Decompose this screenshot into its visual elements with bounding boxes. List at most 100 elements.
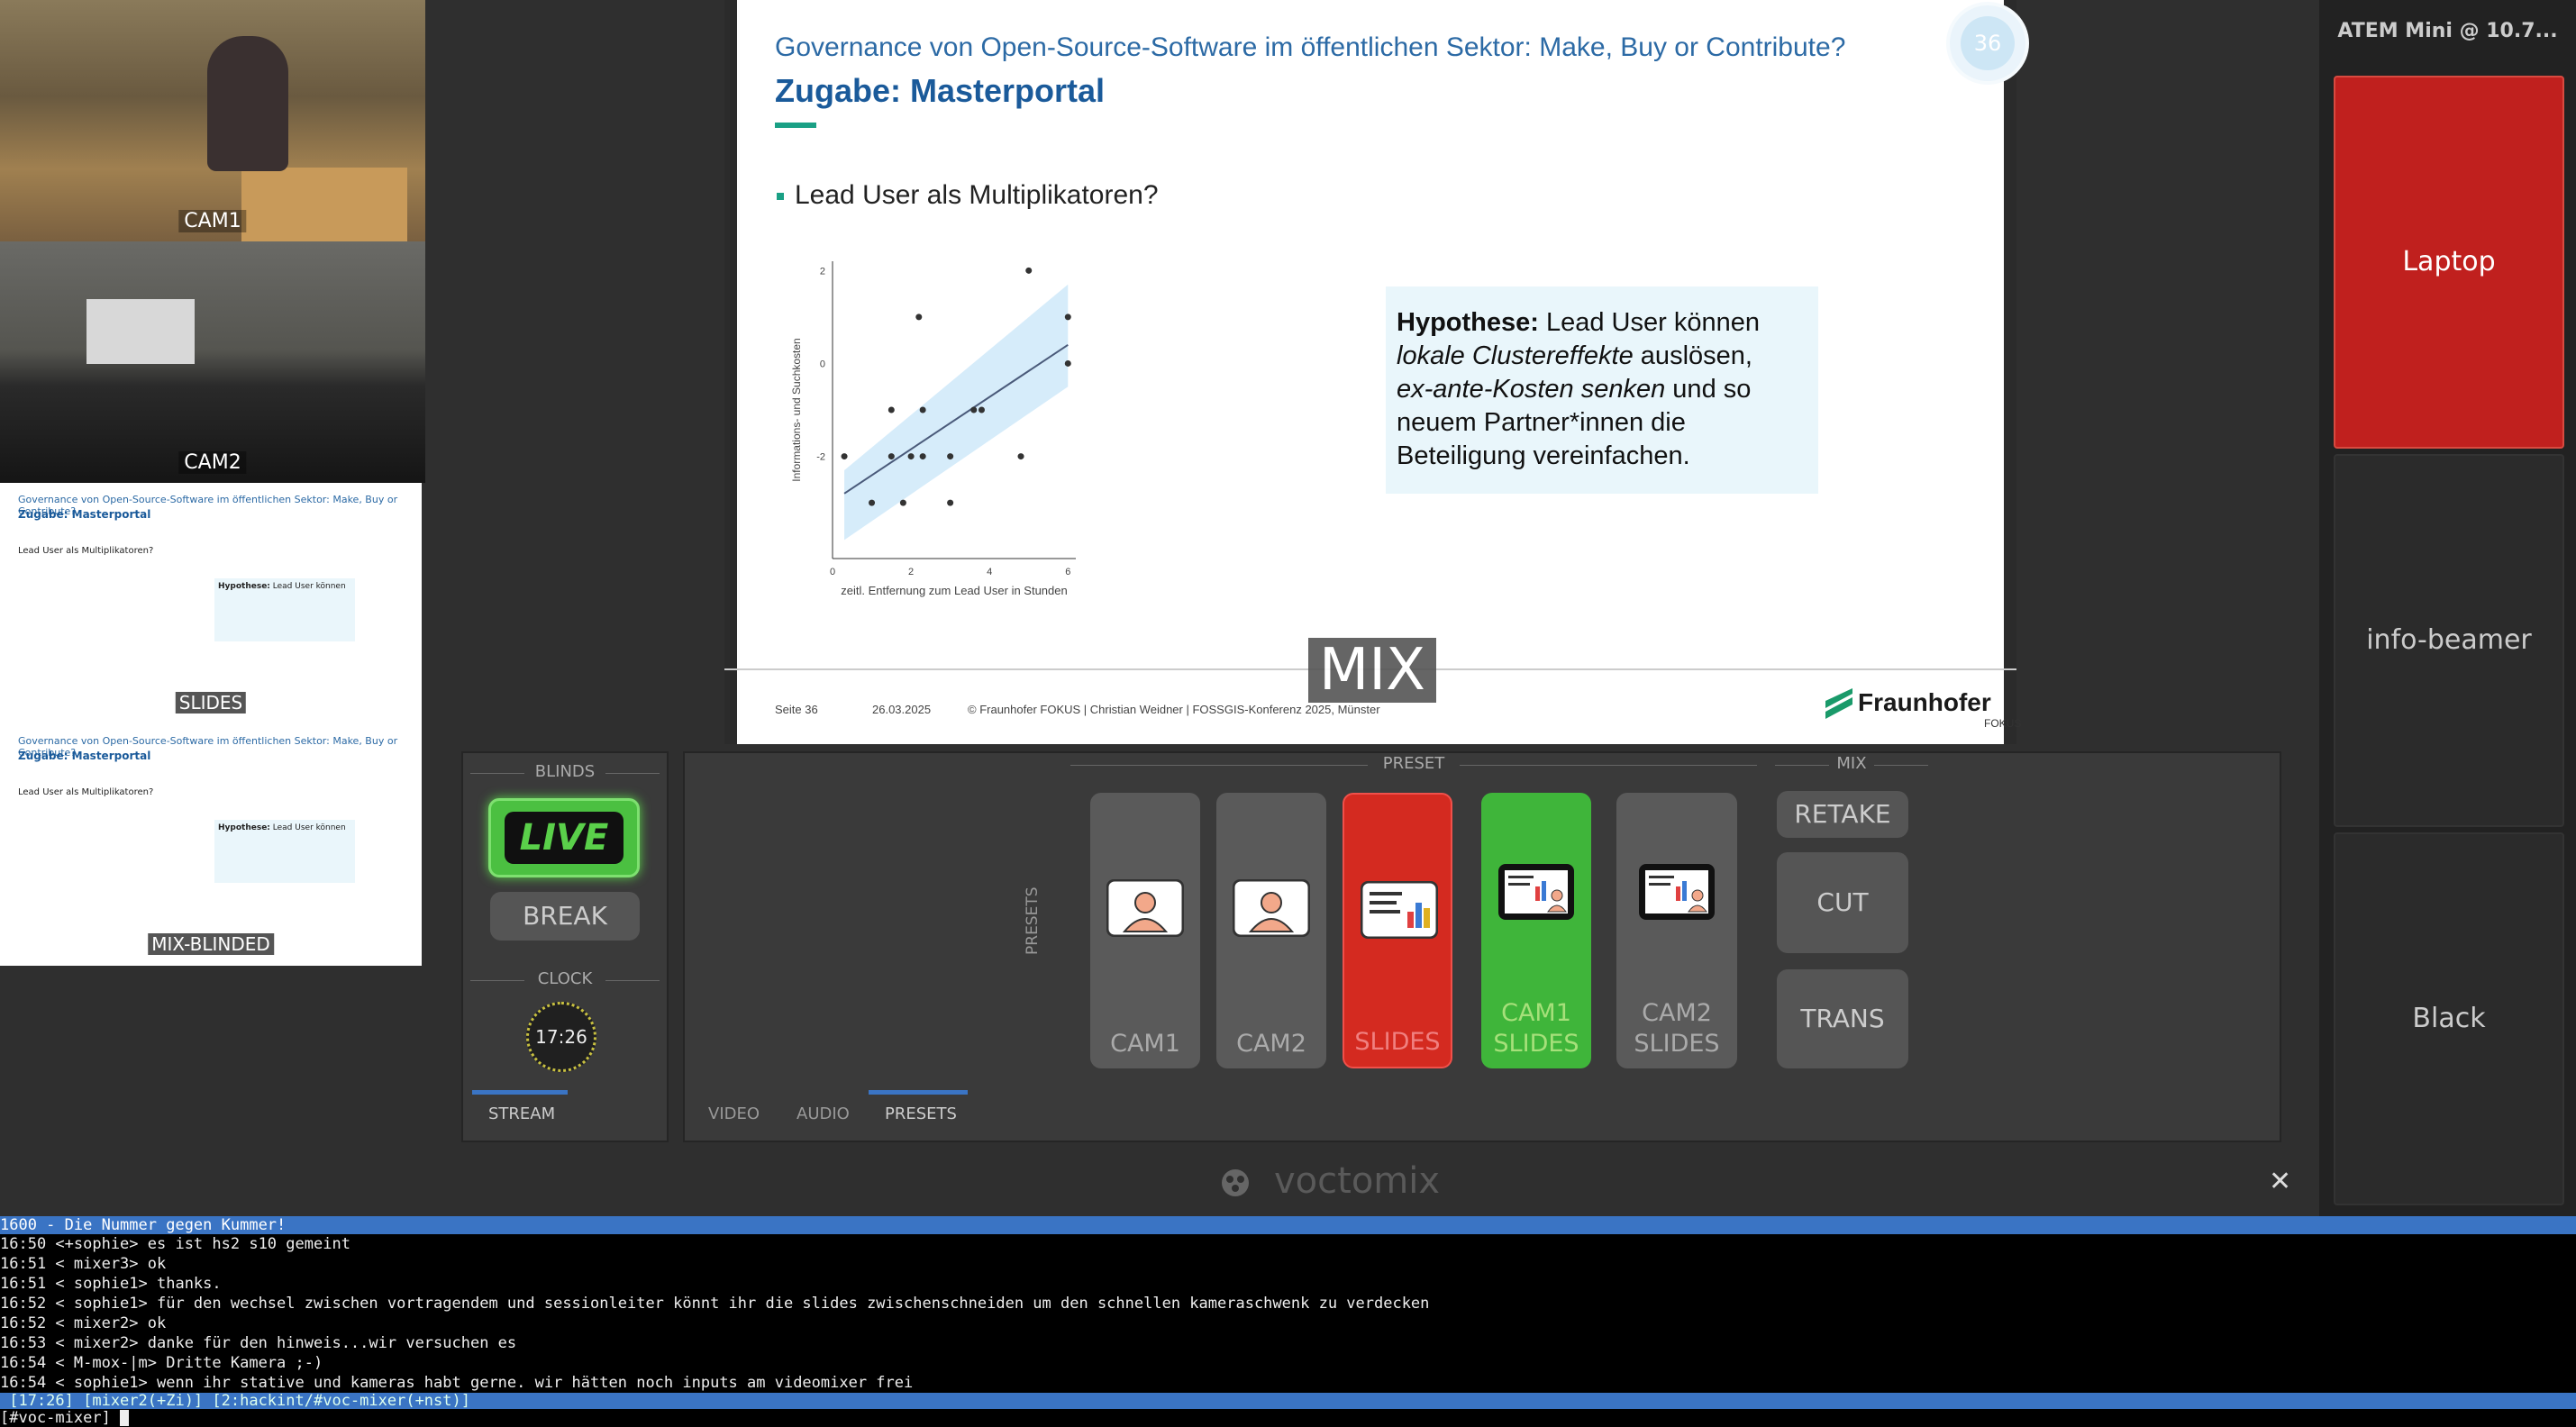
trend-line [843, 343, 1069, 495]
cam2-preview[interactable]: CAM2 [0, 241, 425, 483]
data-point [919, 453, 926, 460]
slides-icon [1361, 881, 1438, 939]
irc-line: 16:54 < sophie1> wenn ihr stative und ka… [0, 1374, 914, 1392]
mini-slide-title: Governance von Open-Source-Software im ö… [18, 494, 398, 517]
irc-status-bar: [17:26] [mixer2(+Zi)] [2:hackint/#voc-mi… [0, 1393, 2576, 1409]
logo-text: Fraunhofer [1858, 688, 1991, 716]
preset-header: PRESET [1382, 754, 1445, 773]
data-point [887, 406, 895, 414]
irc-topic: 1600 - Die Nummer gegen Kummer! [0, 1216, 2576, 1234]
preset-cam1[interactable]: CAM1 [1090, 793, 1200, 1068]
cut-button[interactable]: CUT [1777, 852, 1908, 953]
close-icon[interactable]: ✕ [2269, 1166, 2292, 1197]
data-point [1025, 267, 1033, 274]
mix-blinded-preview[interactable]: Governance von Open-Source-Software im ö… [0, 724, 422, 966]
preset-cam2-slides[interactable]: CAM2 SLIDES [1616, 793, 1737, 1068]
blinds-header: BLINDS [534, 762, 596, 781]
data-point [1064, 314, 1071, 321]
mix-header: MIX [1836, 754, 1867, 773]
page-number-badge: 36 [1950, 5, 2025, 81]
cam1-label: CAM1 [178, 210, 247, 232]
irc-line: 16:54 < M-mox-|m> Dritte Kamera ;-) [0, 1354, 323, 1372]
y-tick-label: -2 [816, 452, 825, 463]
x-tick-label: 0 [830, 567, 835, 577]
fraunhofer-logo-icon [1825, 688, 1852, 719]
app-name: voctomix [1274, 1160, 1441, 1202]
irc-log: 16:50 <+sophie> es ist hs2 s10 gemeint 16… [0, 1234, 2576, 1393]
data-point [899, 499, 906, 506]
tab-stream[interactable]: STREAM [488, 1104, 556, 1123]
stream-tab-indicator [472, 1090, 568, 1095]
slides-label: SLIDES [175, 692, 247, 714]
mix-blinded-label: MIX-BLINDED [148, 933, 274, 955]
data-point [1064, 359, 1071, 367]
x-tick-label: 2 [908, 567, 914, 577]
logo-subtext: FOKUS [1984, 717, 2022, 730]
clock-header: CLOCK [537, 969, 593, 988]
retake-button[interactable]: RETAKE [1777, 791, 1908, 838]
tab-presets[interactable]: PRESETS [885, 1104, 957, 1123]
trans-button[interactable]: TRANS [1777, 969, 1908, 1068]
irc-line: 16:52 < sophie1> für den wechsel zwische… [0, 1295, 1430, 1313]
lectern [241, 168, 407, 241]
footer-date: 26.03.2025 [872, 703, 932, 716]
mini-slide-bullet: Lead User als Multiplikatoren? [18, 787, 154, 797]
voctomix-logo-icon [1222, 1169, 1249, 1196]
irc-line: 16:53 < mixer2> danke für den hinweis...… [0, 1334, 517, 1352]
footer-page: Seite 36 [775, 703, 818, 716]
x-tick-label: 4 [987, 567, 992, 577]
data-point [887, 453, 895, 460]
data-point [1017, 453, 1024, 460]
mix-overlay: MIX [1308, 638, 1436, 703]
footer-credit: © Fraunhofer FOKUS | Christian Weidner |… [968, 703, 1380, 716]
tab-video[interactable]: VIDEO [708, 1104, 760, 1123]
break-button[interactable]: BREAK [490, 892, 640, 941]
irc-line: 16:51 < mixer3> ok [0, 1255, 167, 1273]
data-point [947, 453, 954, 460]
slides-preview[interactable]: Governance von Open-Source-Software im ö… [0, 483, 422, 724]
x-axis-label: zeitl. Entfernung zum Lead User in Stund… [841, 584, 1067, 597]
tab-audio[interactable]: AUDIO [796, 1104, 850, 1123]
live-button[interactable]: LIVE [488, 798, 640, 877]
mini-slide-hypothesis: Hypothese: Lead User können [214, 820, 355, 883]
mini-slide-title: Governance von Open-Source-Software im ö… [18, 735, 398, 759]
x-tick-label: 6 [1065, 567, 1070, 577]
data-point [919, 406, 926, 414]
cam2-label: CAM2 [178, 451, 247, 474]
person-camera-icon [1106, 879, 1184, 937]
preset-slides[interactable]: SLIDES [1343, 793, 1452, 1068]
y-tick-label: 2 [820, 266, 825, 277]
data-point [907, 453, 915, 460]
data-point [970, 406, 978, 414]
mini-slide-hypothesis: Hypothese: Lead User können [214, 578, 355, 641]
mini-slide-subtitle: Zugabe: Masterportal [18, 750, 151, 762]
presets-side-label: PRESETS [1024, 886, 1042, 955]
program-output: Governance von Open-Source-Software im ö… [724, 0, 2025, 744]
irc-line: 16:52 < mixer2> ok [0, 1314, 167, 1332]
confidence-band [844, 284, 1069, 541]
y-axis-label: Informations- und Suchkosten [790, 338, 803, 481]
hypothesis-box: Hypothese: Lead User können lokale Clust… [1386, 286, 1818, 494]
speaker-figure [207, 36, 288, 171]
preset-cam1-slides[interactable]: CAM1 SLIDES [1481, 793, 1591, 1068]
atem-title: ATEM Mini @ 10.7... [2337, 20, 2558, 42]
mini-slide-subtitle: Zugabe: Masterportal [18, 508, 151, 521]
person-camera-icon [1233, 879, 1310, 937]
cam1-preview[interactable]: CAM1 [0, 0, 425, 241]
slide-title: Governance von Open-Source-Software im ö… [775, 32, 1846, 62]
slides-with-person-icon [1639, 864, 1715, 920]
mini-slide-bullet: Lead User als Multiplikatoren? [18, 546, 154, 556]
clock-dial: 17:26 [526, 1002, 596, 1072]
presets-tab-indicator [869, 1090, 968, 1095]
slides-with-person-icon [1498, 864, 1574, 920]
preset-cam2[interactable]: CAM2 [1216, 793, 1326, 1068]
scatter-chart: 0 2 4 6 2 0 -2 zeitl. Entfernung zum Lead User … [790, 261, 1076, 597]
irc-line: 16:51 < sophie1> thanks. [0, 1275, 222, 1293]
infobeamer-source-button[interactable]: info-beamer [2334, 454, 2564, 827]
laptop-source-button[interactable]: Laptop [2334, 76, 2564, 449]
irc-input[interactable]: [#voc-mixer] [0, 1409, 2576, 1427]
title-underline [775, 123, 816, 128]
black-source-button[interactable]: Black [2334, 832, 2564, 1205]
data-point [978, 406, 985, 414]
data-point [869, 499, 876, 506]
